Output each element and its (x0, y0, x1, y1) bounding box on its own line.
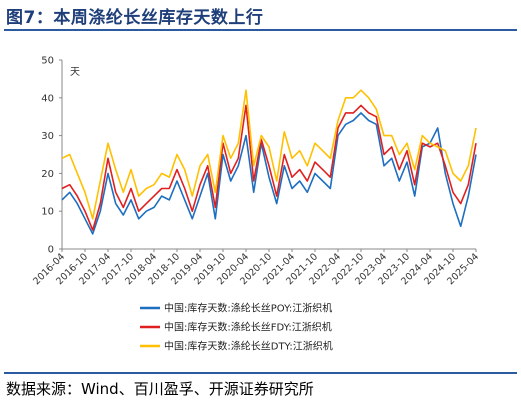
data-source-note: 数据来源：Wind、百川盈孚、开源证券研究所 (6, 380, 314, 398)
legend-label-1: 中国:库存天数:涤纶长丝POY:江浙织机 (164, 302, 332, 315)
title-divider (4, 29, 517, 31)
chart-legend: 中国:库存天数:涤纶长丝POY:江浙织机中国:库存天数:涤纶长丝FDY:江浙织机… (140, 302, 333, 353)
y-tick-label: 40 (41, 93, 54, 104)
y-tick-label: 20 (41, 169, 54, 180)
figure-title: 图7：本周涤纶长丝库存天数上行 (6, 8, 264, 28)
y-tick-label: 50 (41, 56, 54, 67)
line-chart: 01020304050天2016-042016-102017-042017-10… (31, 56, 481, 353)
y-tick-label: 0 (48, 245, 54, 256)
y-tick-label: 10 (41, 207, 54, 218)
series-line-2 (61, 104, 477, 231)
legend-label-3: 中国:库存天数:涤纶长丝DTY:江浙织机 (164, 340, 333, 353)
legend-label-2: 中国:库存天数:涤纶长丝FDY:江浙织机 (164, 321, 332, 334)
series-line-3 (61, 89, 477, 220)
y-unit-label: 天 (70, 67, 80, 78)
y-tick-label: 30 (41, 131, 54, 142)
source-divider (4, 372, 517, 374)
series-line-1 (61, 112, 477, 235)
chart-series-lines (61, 89, 477, 235)
